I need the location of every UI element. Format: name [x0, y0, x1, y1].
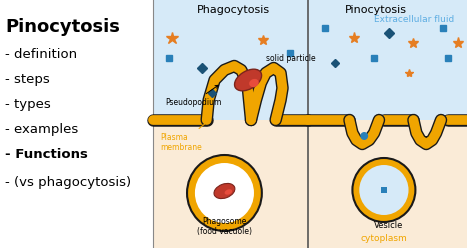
FancyBboxPatch shape [308, 120, 466, 248]
Ellipse shape [235, 69, 262, 91]
Ellipse shape [249, 79, 259, 87]
Text: Pseudopodium: Pseudopodium [165, 85, 222, 107]
FancyBboxPatch shape [308, 0, 466, 120]
Ellipse shape [225, 189, 232, 195]
Text: - definition: - definition [5, 48, 77, 61]
Text: Extracellular fluid: Extracellular fluid [374, 15, 454, 24]
Text: Phagocytosis: Phagocytosis [197, 5, 270, 15]
Text: solid particle: solid particle [266, 54, 315, 63]
Ellipse shape [214, 184, 235, 199]
Text: - Functions: - Functions [5, 148, 88, 161]
Circle shape [360, 132, 368, 140]
FancyBboxPatch shape [153, 120, 308, 248]
Text: Pinocytosis: Pinocytosis [5, 18, 120, 36]
Text: cytoplasm: cytoplasm [361, 234, 407, 243]
Text: - (vs phagocytosis): - (vs phagocytosis) [5, 176, 131, 189]
Bar [381, 187, 387, 193]
Text: Phagosome
(food vacuole): Phagosome (food vacuole) [197, 217, 252, 236]
Text: - types: - types [5, 98, 51, 111]
Circle shape [195, 163, 254, 223]
Text: Plasma
membrane: Plasma membrane [161, 122, 208, 153]
FancyBboxPatch shape [0, 0, 153, 248]
Text: Vesicle: Vesicle [374, 221, 403, 230]
FancyBboxPatch shape [153, 0, 308, 120]
Circle shape [359, 165, 409, 215]
Text: Pinocytosis: Pinocytosis [345, 5, 407, 15]
Circle shape [352, 158, 415, 222]
Circle shape [187, 155, 262, 231]
Text: - examples: - examples [5, 123, 78, 136]
Text: - steps: - steps [5, 73, 50, 86]
